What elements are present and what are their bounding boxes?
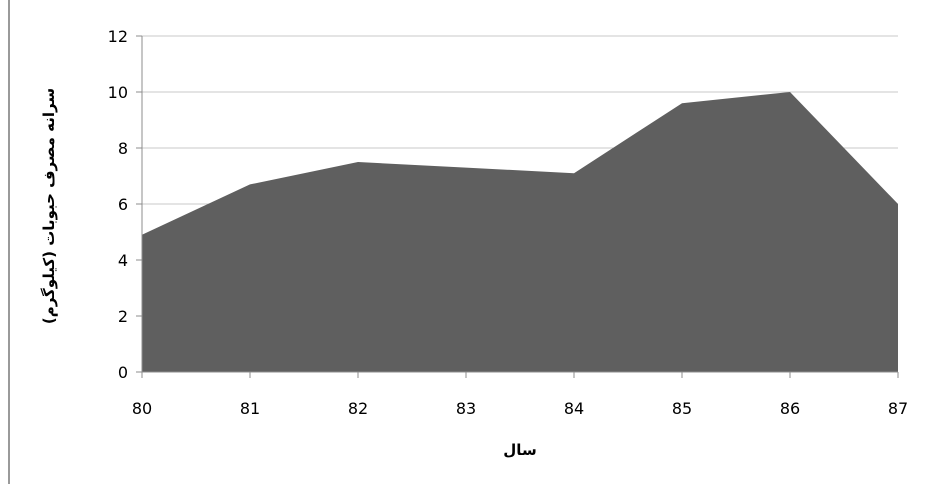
x-tick-labels: 80 81 82 83 84 85 86 87 — [132, 399, 908, 418]
left-border-line — [8, 0, 10, 484]
x-tick-label: 86 — [780, 399, 800, 418]
x-tick-label: 81 — [240, 399, 260, 418]
y-tick-label: 4 — [118, 251, 128, 270]
x-tick-label: 85 — [672, 399, 692, 418]
axes — [136, 35, 899, 378]
x-tick-label: 82 — [348, 399, 368, 418]
x-tick-label: 87 — [888, 399, 908, 418]
x-tick-label: 83 — [456, 399, 476, 418]
y-tick-labels: 0 2 4 6 8 10 12 — [108, 27, 128, 382]
y-tick-label: 10 — [108, 83, 128, 102]
area-series — [141, 91, 899, 372]
x-tick-label: 84 — [564, 399, 584, 418]
x-tick-label: 80 — [132, 399, 152, 418]
y-tick-label: 6 — [118, 195, 128, 214]
y-tick-label: 2 — [118, 307, 128, 326]
y-tick-label: 12 — [108, 27, 128, 46]
y-axis-title: سرانه مصرف حبوبات (کیلوگرم) — [40, 88, 58, 324]
area-fill — [142, 92, 898, 372]
y-tick-label: 8 — [118, 139, 128, 158]
x-axis-title: سال — [503, 441, 536, 459]
y-tick-label: 0 — [118, 363, 128, 382]
